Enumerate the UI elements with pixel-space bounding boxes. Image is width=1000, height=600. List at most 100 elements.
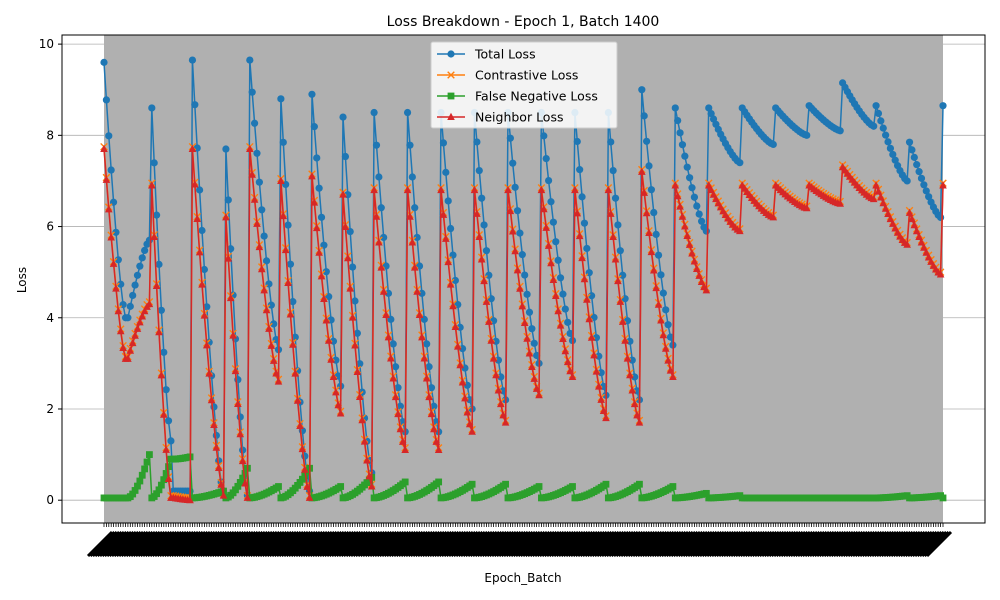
x-tick-label-glyph — [208, 530, 235, 558]
neighbor-loss-point — [427, 409, 436, 418]
x-tick-label-glyph — [569, 530, 596, 558]
x-tick-label-glyph — [127, 530, 154, 558]
total-loss-point — [559, 290, 567, 298]
x-tick-label-glyph — [600, 530, 627, 558]
x-tick-label-glyph — [780, 530, 807, 558]
total-loss-point — [200, 265, 208, 274]
x-tick-label-glyph — [835, 530, 862, 558]
x-tick-label-glyph — [421, 530, 448, 558]
x-tick-label-glyph — [713, 530, 740, 558]
x-tick-label-glyph — [890, 530, 917, 558]
neighbor-loss-point — [654, 300, 663, 308]
total-loss-point — [905, 138, 914, 146]
legend-marker — [447, 71, 455, 79]
neighbor-loss-point — [334, 401, 343, 409]
x-tick-label-glyph — [318, 530, 345, 558]
total-loss-point — [129, 291, 137, 300]
neighbor-loss-point — [910, 221, 919, 229]
total-loss-point — [693, 202, 701, 210]
x-tick-label-glyph — [211, 530, 238, 558]
total-loss-point — [485, 271, 493, 279]
x-tick-label-glyph — [259, 530, 286, 558]
neighbor-loss-point — [881, 204, 890, 212]
total-loss-point — [377, 204, 385, 212]
neighbor-loss-point — [107, 233, 115, 241]
x-tick-label-glyph — [129, 530, 157, 558]
x-tick-label-glyph — [184, 530, 212, 558]
neighbor-loss-point — [473, 209, 481, 217]
neighbor-loss-point — [155, 328, 163, 336]
total-loss-point — [697, 217, 706, 225]
neighbor-loss-point — [599, 406, 608, 414]
x-tick-label-glyph — [120, 530, 147, 558]
total-loss-point — [619, 271, 627, 279]
total-loss-point — [702, 227, 710, 235]
x-tick-label-glyph — [404, 530, 431, 558]
neighbor-loss-point — [119, 343, 127, 352]
neighbor-loss-point — [267, 341, 276, 349]
neighbor-loss-point — [704, 181, 713, 189]
neighbor-loss-point — [229, 331, 237, 339]
total-loss-point — [107, 166, 115, 174]
x-tick-label-glyph — [598, 530, 625, 558]
neighbor-loss-point — [391, 392, 400, 401]
total-loss-point — [609, 166, 617, 175]
total-loss-point — [922, 187, 930, 195]
x-tick-label-glyph — [189, 530, 216, 558]
x-tick-label-glyph — [495, 530, 522, 558]
total-loss-point — [611, 194, 620, 202]
neighbor-loss-point — [554, 307, 562, 315]
y-tick-label: 8 — [46, 128, 54, 142]
x-tick-label-glyph — [887, 530, 914, 558]
neighbor-loss-point — [556, 321, 565, 329]
total-loss-point — [310, 123, 318, 131]
total-loss-point — [253, 149, 261, 157]
x-tick-label-glyph — [433, 530, 460, 558]
total-loss-point — [647, 186, 655, 194]
total-loss-point — [406, 141, 414, 149]
total-loss-point — [160, 348, 168, 356]
x-tick-label-glyph — [703, 530, 730, 558]
false-negative-loss-point — [636, 480, 643, 488]
x-tick-label-glyph — [514, 530, 541, 558]
x-tick-label-glyph — [297, 530, 324, 558]
false-negative-loss-point — [157, 481, 165, 489]
neighbor-loss-point — [336, 409, 345, 417]
neighbor-loss-point — [367, 482, 376, 490]
neighbor-loss-point — [128, 338, 137, 347]
total-loss-point — [191, 101, 199, 109]
neighbor-loss-point — [908, 214, 916, 223]
x-tick-label-glyph — [851, 530, 878, 558]
false-negative-loss-point — [241, 469, 249, 477]
x-tick-label-glyph — [617, 530, 644, 558]
false-negative-loss-point — [535, 483, 543, 490]
total-loss-point — [769, 140, 777, 149]
total-loss-point — [444, 197, 452, 205]
neighbor-loss-point — [138, 312, 147, 320]
total-loss-point — [915, 168, 923, 176]
total-loss-point — [167, 437, 175, 445]
neighbor-loss-point — [458, 378, 467, 386]
x-tick-label-glyph — [658, 530, 685, 558]
total-loss-point — [578, 193, 586, 201]
total-loss-point — [427, 384, 436, 392]
x-tick-label-glyph — [565, 530, 592, 558]
neighbor-loss-point — [317, 272, 326, 280]
x-tick-label-glyph — [799, 530, 826, 558]
total-loss-point — [889, 150, 897, 159]
total-loss-point — [222, 145, 230, 153]
neighbor-loss-point — [293, 396, 302, 404]
x-tick-label-glyph — [629, 530, 656, 558]
total-loss-point — [392, 363, 400, 371]
x-tick-label-glyph — [101, 530, 128, 558]
total-loss-point — [870, 122, 878, 130]
neighbor-loss-point — [420, 354, 429, 362]
x-tick-label-glyph — [593, 530, 620, 558]
x-tick-label-glyph — [856, 530, 883, 558]
neighbor-loss-point — [238, 456, 247, 465]
neighbor-loss-point — [456, 361, 464, 369]
total-loss-point — [533, 351, 541, 360]
total-loss-point — [528, 325, 536, 333]
neighbor-loss-point — [585, 315, 594, 323]
x-tick-label-glyph — [622, 530, 649, 558]
